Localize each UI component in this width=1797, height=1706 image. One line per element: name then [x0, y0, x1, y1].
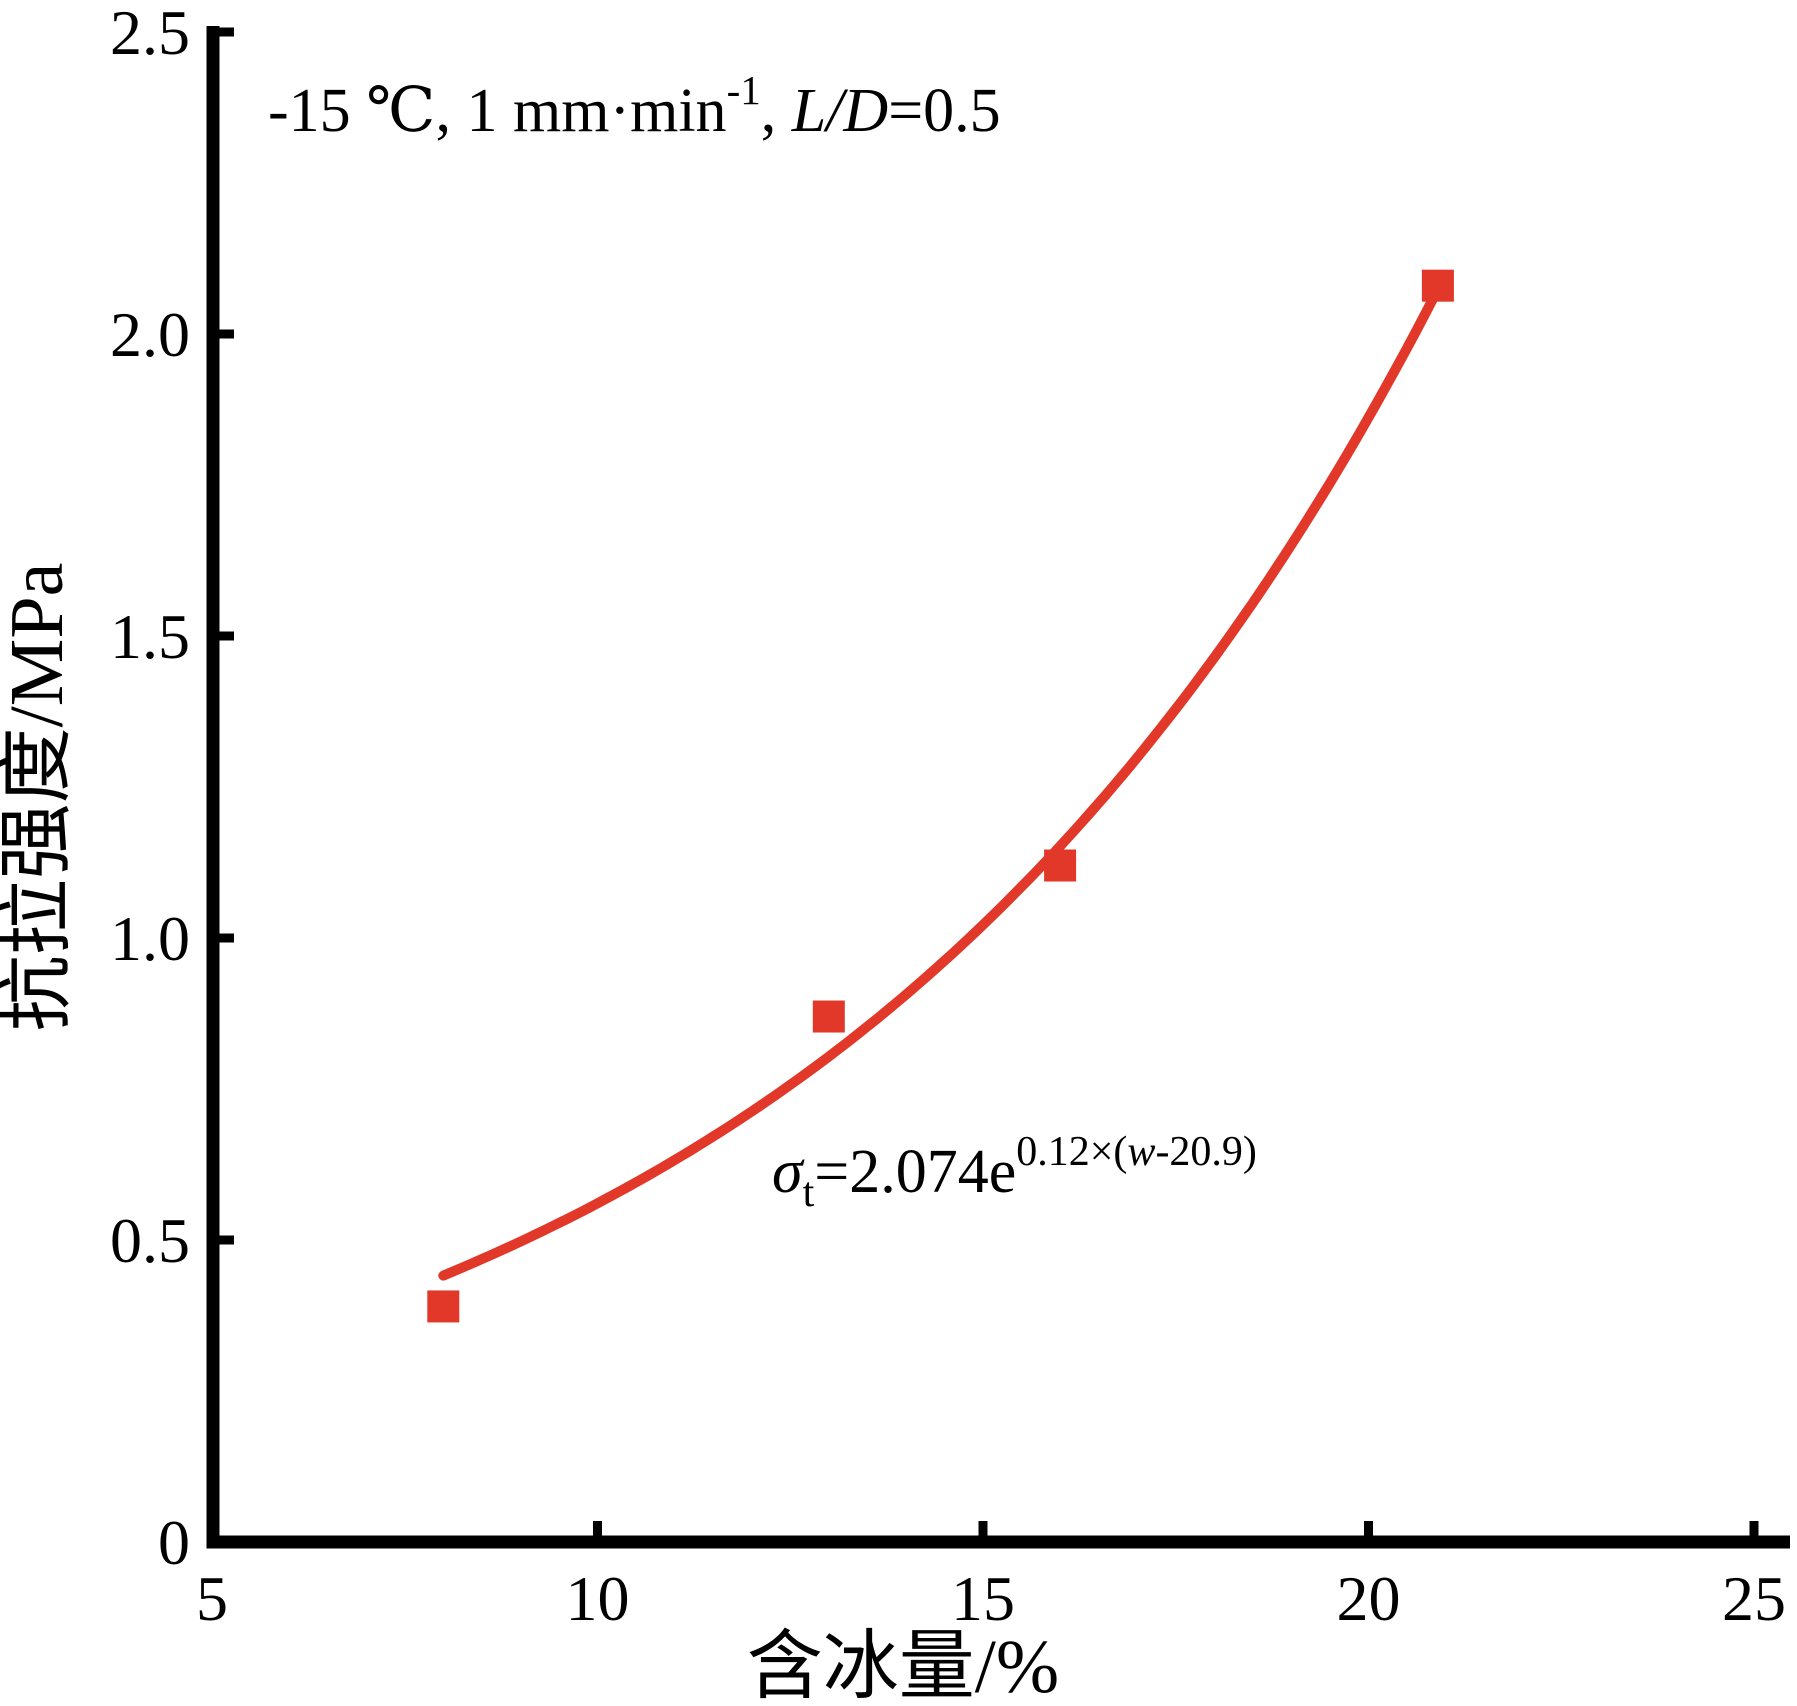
axes-layer: 0 0.5 1.0 1.5 2.0 2.5 5 10 15 20 25 — [110, 0, 1790, 1634]
condition-annotation: -15 ℃, 1 mm·min-1, L/D=0.5 — [268, 67, 1001, 145]
x-tick-label: 5 — [196, 1563, 228, 1634]
y-tick-label: 2.0 — [110, 299, 190, 370]
y-tick-label: 1.0 — [110, 903, 190, 974]
data-point-marker — [812, 1000, 845, 1033]
x-tick-label: 15 — [951, 1563, 1015, 1634]
data-point-marker — [1044, 849, 1077, 882]
series-layer — [427, 269, 1454, 1323]
fit-equation-label: σt=2.074e0.12×(w-20.9) — [772, 1129, 1257, 1216]
data-point-marker — [427, 1290, 460, 1323]
y-tick-label: 0.5 — [110, 1205, 190, 1276]
y-axis-label: 抗拉强度/MPa — [0, 563, 79, 1032]
y-tick-label: 1.5 — [110, 601, 190, 672]
data-point-marker — [1421, 269, 1454, 302]
x-tick-label: 10 — [566, 1563, 630, 1634]
fit-curve — [438, 284, 1443, 1281]
y-tick-label: 2.5 — [110, 0, 190, 68]
x-tick-label: 20 — [1337, 1563, 1401, 1634]
x-tick-label: 25 — [1722, 1563, 1786, 1634]
y-tick-label: 0 — [158, 1507, 190, 1578]
x-axis-label: 含冰量/% — [747, 1625, 1059, 1706]
